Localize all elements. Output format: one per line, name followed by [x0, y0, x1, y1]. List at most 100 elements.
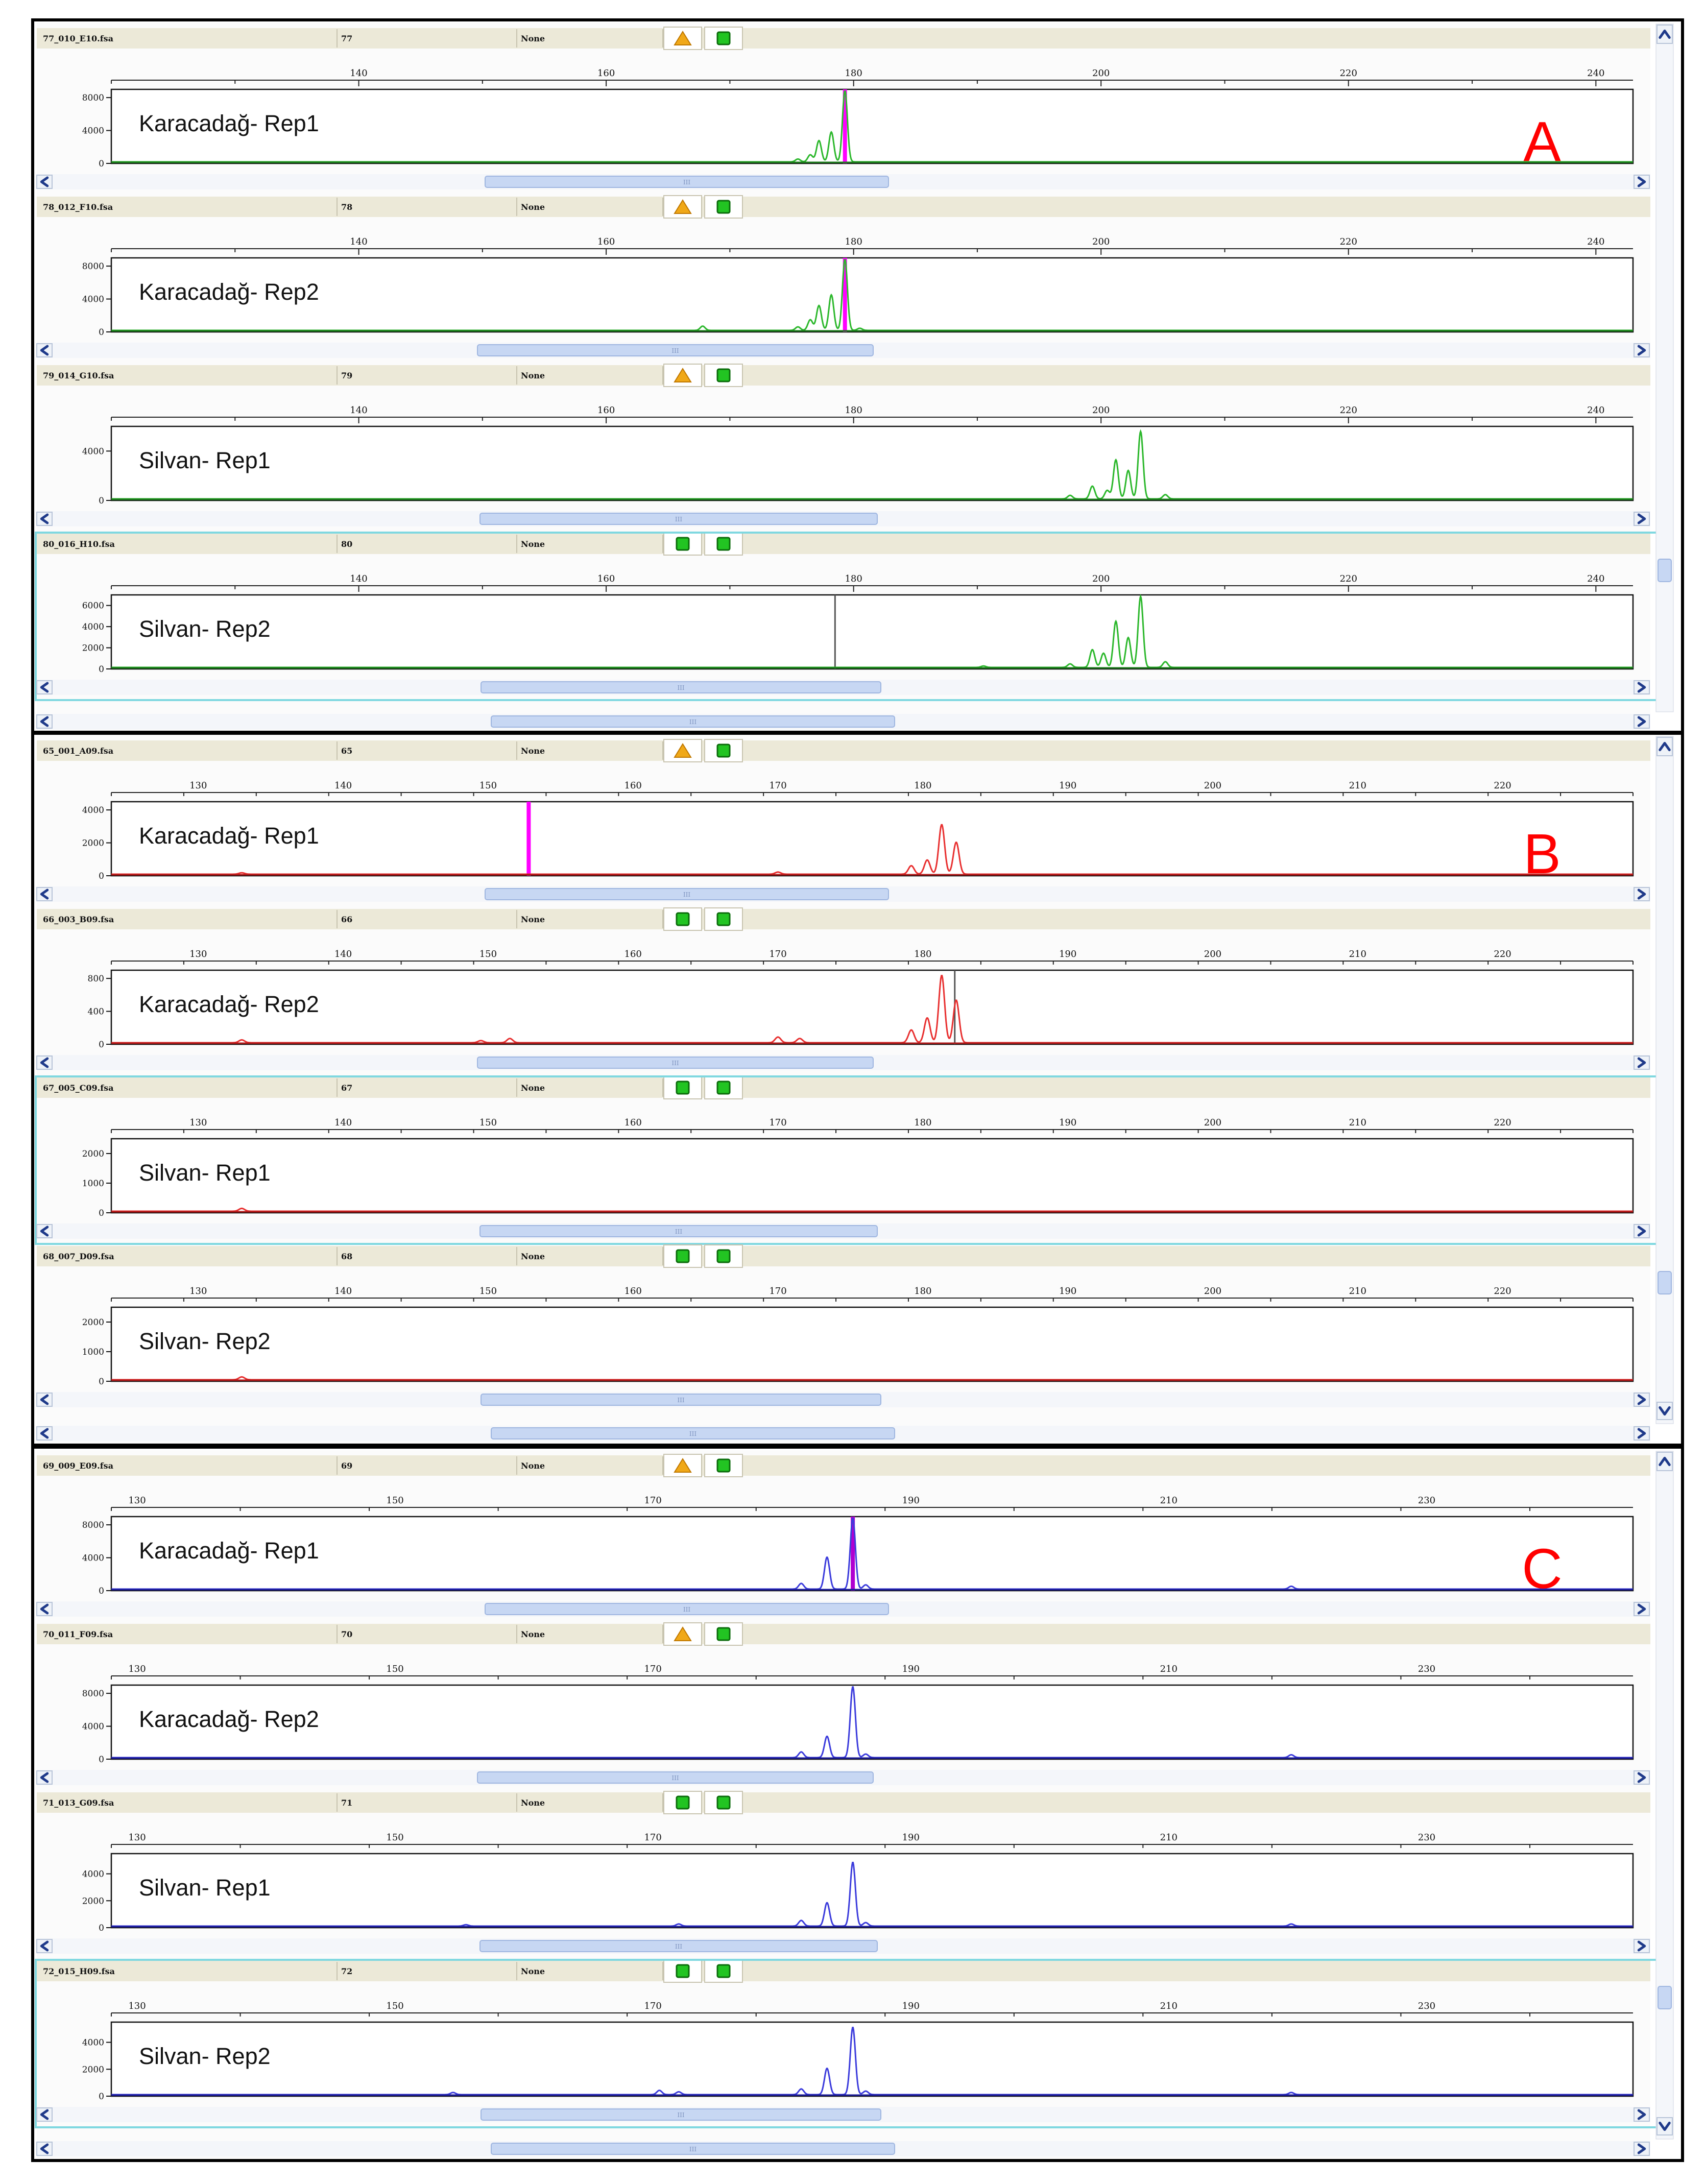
- track-hscroll[interactable]: III: [36, 174, 1650, 189]
- track-hscroll-left-button[interactable]: [36, 680, 53, 694]
- track-hscroll-left-button[interactable]: [36, 2107, 53, 2122]
- track-hscroll-thumb[interactable]: [477, 1057, 874, 1069]
- track-hscroll-left-button[interactable]: [36, 175, 53, 189]
- track-hscroll-thumb[interactable]: [477, 344, 874, 356]
- status-icon-1[interactable]: [663, 739, 702, 762]
- status-icon-2[interactable]: [704, 907, 743, 931]
- track-hscroll[interactable]: III: [36, 1392, 1650, 1407]
- status-icon-2[interactable]: [704, 532, 743, 556]
- track-hscroll-left-button[interactable]: [36, 1602, 53, 1616]
- status-icon-2[interactable]: [704, 1244, 743, 1268]
- status-icon-1[interactable]: [663, 1622, 702, 1646]
- panel-hscroll-right-button[interactable]: [1634, 714, 1650, 729]
- track-hscroll-thumb[interactable]: [485, 176, 889, 188]
- panel-hscroll[interactable]: III: [36, 2141, 1650, 2156]
- track-hscroll-thumb[interactable]: [479, 1225, 878, 1237]
- track-hscroll-left-button-bg: [36, 1224, 53, 1238]
- status-icon-1[interactable]: [663, 532, 702, 556]
- track-hscroll-right-button[interactable]: [1634, 1055, 1650, 1070]
- status-icon-2[interactable]: [704, 364, 743, 387]
- track-hscroll-thumb[interactable]: [477, 1771, 874, 1784]
- track-hscroll-right-button[interactable]: [1634, 1939, 1650, 1953]
- status-icon-1[interactable]: [663, 195, 702, 219]
- track-hscroll-thumb[interactable]: [479, 1940, 878, 1952]
- panel-vscroll[interactable]: [1655, 1451, 1674, 2140]
- track-hscroll[interactable]: III: [36, 1223, 1650, 1239]
- track-hscroll-thumb[interactable]: [479, 513, 878, 525]
- scroll-up-button[interactable]: [1656, 25, 1673, 44]
- panel-vscroll[interactable]: [1655, 736, 1674, 1424]
- track-hscroll-left-button[interactable]: [36, 1393, 53, 1407]
- scroll-up-button[interactable]: [1656, 1452, 1673, 1471]
- sample-number: 71: [341, 1798, 352, 1808]
- panel-vscroll-thumb[interactable]: [1658, 1986, 1672, 2009]
- status-icon-1[interactable]: [663, 1244, 702, 1268]
- track-hscroll-right-button[interactable]: [1634, 512, 1650, 526]
- panel-vscroll-thumb[interactable]: [1658, 1271, 1672, 1294]
- track-hscroll-right-button[interactable]: [1634, 1770, 1650, 1785]
- track-hscroll-left-button[interactable]: [36, 887, 53, 901]
- status-icon-1[interactable]: [663, 27, 702, 50]
- track-hscroll-right-button[interactable]: [1634, 2107, 1650, 2122]
- panel-vscroll[interactable]: [1655, 23, 1674, 712]
- track-hscroll-left-button[interactable]: [36, 512, 53, 526]
- panel-hscroll-right-button[interactable]: [1634, 1426, 1650, 1441]
- track-hscroll-thumb[interactable]: [481, 1394, 881, 1406]
- status-icon-2[interactable]: [704, 1959, 743, 1983]
- status-icon-1[interactable]: [663, 1791, 702, 1814]
- track-hscroll-left-button[interactable]: [36, 1224, 53, 1238]
- panel-hscroll-left-button[interactable]: [36, 714, 53, 729]
- file-name: 65_001_A09.fsa: [43, 746, 113, 756]
- panel-hscroll-thumb[interactable]: [491, 2143, 895, 2155]
- track-hscroll[interactable]: III: [36, 343, 1650, 358]
- track-hscroll[interactable]: III: [36, 680, 1650, 695]
- track-hscroll[interactable]: III: [36, 1055, 1650, 1070]
- track-hscroll[interactable]: III: [36, 1938, 1650, 1954]
- status-icon-2[interactable]: [704, 195, 743, 219]
- track-hscroll[interactable]: III: [36, 1770, 1650, 1785]
- track-hscroll-left-button[interactable]: [36, 1055, 53, 1070]
- track-hscroll-right-button[interactable]: [1634, 680, 1650, 694]
- scroll-down-button[interactable]: [1656, 2117, 1673, 2135]
- panel-hscroll-left-button[interactable]: [36, 2142, 53, 2156]
- panel-hscroll-right-button[interactable]: [1634, 2142, 1650, 2156]
- status-icon-1[interactable]: [663, 364, 702, 387]
- scroll-down-button[interactable]: [1656, 1402, 1673, 1420]
- track-hscroll-right-button[interactable]: [1634, 343, 1650, 357]
- status-icon-2[interactable]: [704, 1076, 743, 1099]
- track-hscroll-right-button[interactable]: [1634, 1602, 1650, 1616]
- status-icon-2[interactable]: [704, 1454, 743, 1477]
- status-icon-2[interactable]: [704, 1622, 743, 1646]
- status-icon-1[interactable]: [663, 1959, 702, 1983]
- panel-hscroll[interactable]: III: [36, 714, 1650, 729]
- panel-hscroll-thumb[interactable]: [491, 1427, 895, 1439]
- scroll-up-button[interactable]: [1656, 737, 1673, 756]
- panel-vscroll-thumb[interactable]: [1658, 559, 1672, 582]
- track-hscroll[interactable]: III: [36, 886, 1650, 902]
- panel-hscroll-thumb[interactable]: [491, 715, 895, 728]
- status-icon-2[interactable]: [704, 1791, 743, 1814]
- track-hscroll-right-button[interactable]: [1634, 1224, 1650, 1238]
- track-hscroll[interactable]: III: [36, 1601, 1650, 1617]
- track-hscroll-thumb[interactable]: [481, 681, 881, 693]
- status-icon-1[interactable]: [663, 1454, 702, 1477]
- status-icon-2[interactable]: [704, 739, 743, 762]
- track-hscroll[interactable]: III: [36, 511, 1650, 526]
- track-hscroll-left-button[interactable]: [36, 1770, 53, 1785]
- panel-hscroll[interactable]: III: [36, 1426, 1650, 1441]
- status-icon-1[interactable]: [663, 1076, 702, 1099]
- status-icon-2[interactable]: [704, 27, 743, 50]
- track-hscroll-right-button[interactable]: [1634, 887, 1650, 901]
- sample-track: 67_005_C09.fsa 67 None 130 140 150 160 170 180 19…: [35, 1075, 1660, 1245]
- track-hscroll-thumb[interactable]: [485, 888, 889, 900]
- track-hscroll[interactable]: III: [36, 2107, 1650, 2122]
- track-hscroll-thumb[interactable]: [481, 2108, 881, 2121]
- track-hscroll-thumb[interactable]: [485, 1603, 889, 1615]
- track-hscroll-right-button[interactable]: [1634, 1393, 1650, 1407]
- track-hscroll-left-button[interactable]: [36, 1939, 53, 1953]
- track-hscroll-left-button[interactable]: [36, 343, 53, 357]
- track-hscroll-right-button[interactable]: [1634, 175, 1650, 189]
- status-icon-1[interactable]: [663, 907, 702, 931]
- track-hscroll-thumb-grip-icon: III: [675, 1228, 682, 1235]
- panel-hscroll-left-button[interactable]: [36, 1426, 53, 1441]
